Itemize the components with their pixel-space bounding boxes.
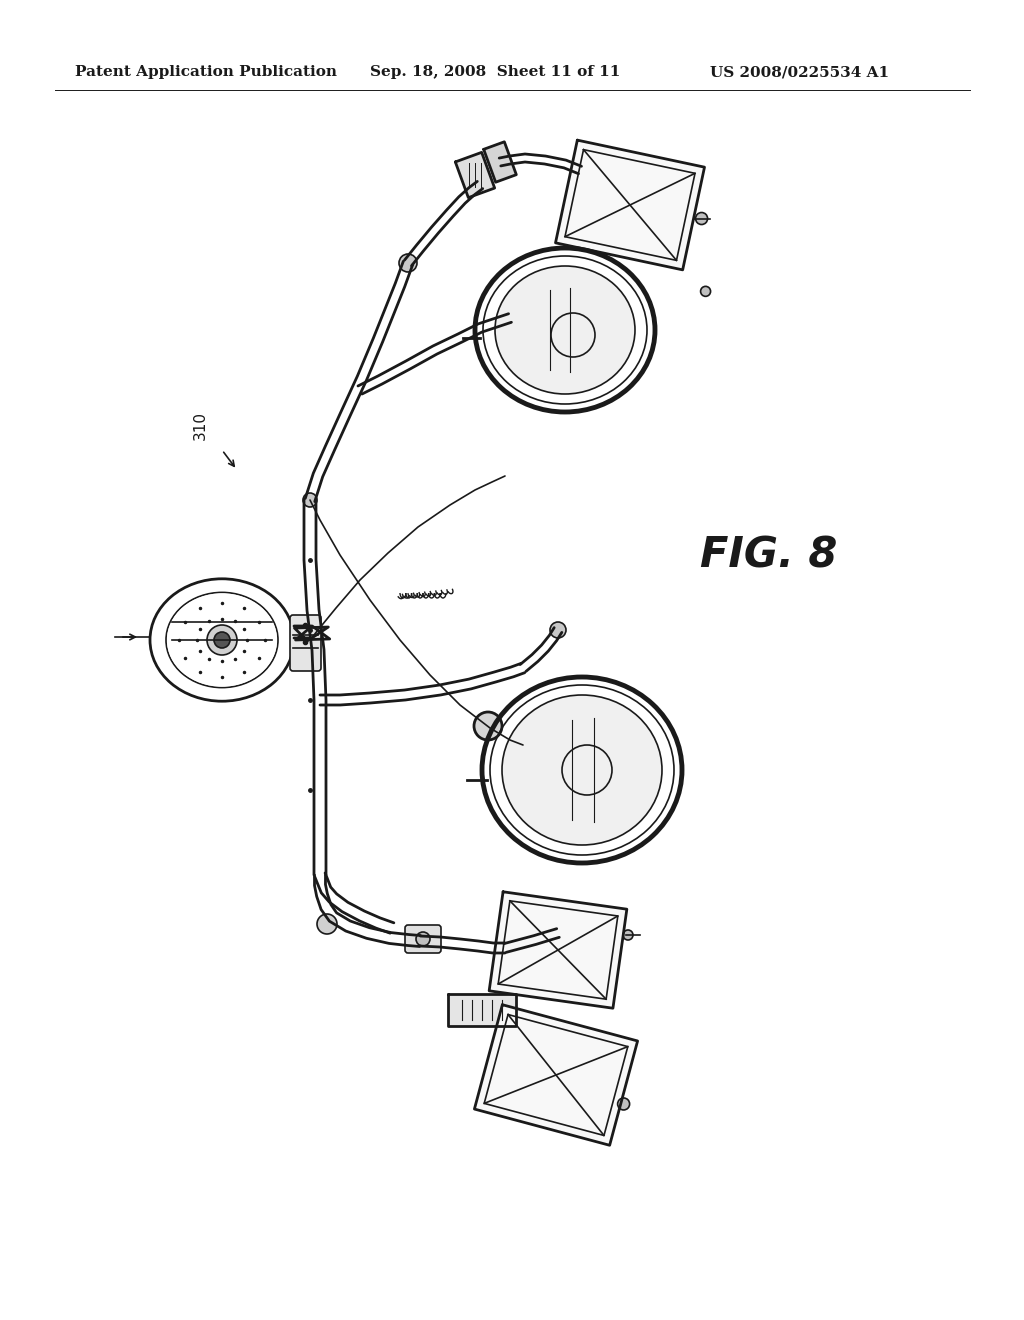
Text: Patent Application Publication: Patent Application Publication [75, 65, 337, 79]
Circle shape [502, 310, 518, 326]
Text: Sep. 18, 2008  Sheet 11 of 11: Sep. 18, 2008 Sheet 11 of 11 [370, 65, 621, 79]
Circle shape [474, 711, 502, 741]
Ellipse shape [495, 267, 635, 393]
Polygon shape [555, 140, 705, 269]
Ellipse shape [502, 696, 662, 845]
FancyBboxPatch shape [406, 925, 441, 953]
Circle shape [617, 1098, 630, 1110]
Text: US 2008/0225534 A1: US 2008/0225534 A1 [710, 65, 889, 79]
Polygon shape [474, 1005, 638, 1146]
Circle shape [399, 253, 417, 272]
Circle shape [303, 492, 317, 507]
Circle shape [317, 913, 337, 935]
Polygon shape [456, 152, 495, 198]
Polygon shape [449, 994, 516, 1026]
Polygon shape [489, 892, 627, 1008]
FancyBboxPatch shape [290, 615, 321, 671]
Circle shape [550, 622, 566, 638]
Text: 310: 310 [193, 411, 208, 440]
Polygon shape [483, 141, 516, 182]
Circle shape [207, 624, 237, 655]
Circle shape [623, 931, 633, 940]
Circle shape [695, 213, 708, 224]
Circle shape [416, 932, 430, 946]
Ellipse shape [167, 594, 278, 686]
Circle shape [700, 286, 711, 297]
Text: FIG. 8: FIG. 8 [700, 535, 838, 576]
Circle shape [214, 632, 230, 648]
